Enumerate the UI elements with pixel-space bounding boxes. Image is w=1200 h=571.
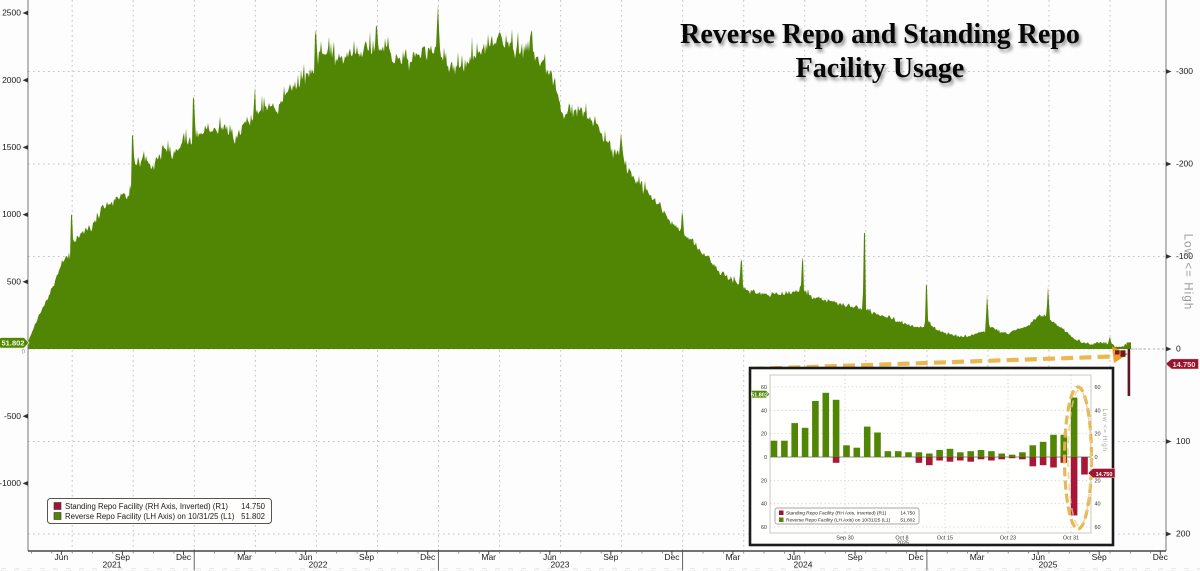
- svg-text:-300: -300: [1176, 66, 1193, 76]
- svg-text:Standing Repo Facility (RH Axi: Standing Repo Facility (RH Axis, Inverte…: [786, 511, 887, 517]
- svg-text:500: 500: [7, 276, 21, 286]
- svg-text:Low <= High: Low <= High: [1182, 234, 1194, 311]
- svg-text:0: 0: [22, 350, 26, 356]
- svg-text:Jun: Jun: [299, 552, 313, 562]
- svg-text:Dec: Dec: [909, 552, 925, 562]
- svg-text:Jun: Jun: [1031, 552, 1045, 562]
- svg-text:2500: 2500: [2, 8, 21, 18]
- svg-text:14.750: 14.750: [241, 502, 266, 511]
- svg-text:2021: 2021: [103, 560, 122, 570]
- svg-text:40: 40: [1095, 502, 1101, 508]
- svg-text:Sep 30: Sep 30: [836, 536, 853, 542]
- svg-text:60: 60: [1095, 525, 1101, 531]
- svg-text:51.802: 51.802: [241, 512, 265, 521]
- svg-text:Mar: Mar: [237, 552, 252, 562]
- svg-text:14.750: 14.750: [1096, 472, 1113, 478]
- svg-text:Sep: Sep: [1092, 552, 1107, 562]
- svg-text:Jun: Jun: [787, 552, 801, 562]
- svg-text:14.750: 14.750: [1173, 360, 1196, 369]
- svg-text:Facility Usage: Facility Usage: [796, 53, 965, 84]
- svg-text:200: 200: [1176, 529, 1190, 539]
- svg-text:-500: -500: [4, 411, 21, 421]
- svg-text:20: 20: [761, 478, 767, 484]
- svg-text:1000: 1000: [2, 209, 21, 219]
- svg-text:40: 40: [761, 408, 767, 414]
- svg-text:60: 60: [1095, 385, 1101, 391]
- svg-text:2022: 2022: [309, 560, 328, 570]
- svg-text:Mar: Mar: [481, 552, 496, 562]
- svg-text:40: 40: [761, 502, 767, 508]
- svg-text:2025: 2025: [1039, 560, 1058, 570]
- svg-text:Mar: Mar: [970, 552, 985, 562]
- svg-text:0: 0: [1176, 344, 1181, 354]
- svg-text:Sep: Sep: [847, 552, 862, 562]
- svg-text:0: 0: [1095, 455, 1098, 461]
- svg-text:40: 40: [1095, 408, 1101, 414]
- svg-text:-100: -100: [1176, 251, 1193, 261]
- svg-text:0: 0: [764, 455, 767, 461]
- svg-text:Oct 31: Oct 31: [1063, 536, 1079, 542]
- svg-text:51.802: 51.802: [751, 393, 768, 399]
- svg-text:Mar: Mar: [726, 552, 741, 562]
- svg-text:Reverse Repo Facility (LH Axis: Reverse Repo Facility (LH Axis) on 10/31…: [786, 518, 891, 524]
- svg-text:51.802: 51.802: [900, 518, 915, 524]
- svg-text:Reverse Repo and Standing Repo: Reverse Repo and Standing Repo: [680, 19, 1080, 50]
- svg-text:Oct 23: Oct 23: [1000, 536, 1016, 542]
- svg-text:20: 20: [1095, 432, 1101, 438]
- svg-text:Oct 8: Oct 8: [895, 536, 908, 542]
- svg-text:Jun: Jun: [55, 552, 69, 562]
- svg-text:Standing Repo Facility (RH Axi: Standing Repo Facility (RH Axis, Inverte…: [65, 502, 228, 511]
- svg-text:Sep: Sep: [359, 552, 374, 562]
- svg-text:Jun: Jun: [543, 552, 557, 562]
- svg-text:2023: 2023: [551, 560, 570, 570]
- svg-text:Dec: Dec: [176, 552, 192, 562]
- svg-text:Sep: Sep: [115, 552, 130, 562]
- svg-text:1500: 1500: [2, 142, 21, 152]
- svg-text:2000: 2000: [2, 75, 21, 85]
- svg-text:2024: 2024: [794, 560, 813, 570]
- svg-text:-200: -200: [1176, 159, 1193, 169]
- svg-text:100: 100: [1176, 436, 1190, 446]
- svg-text:20: 20: [761, 432, 767, 438]
- svg-text:60: 60: [761, 525, 767, 531]
- svg-text:14.750: 14.750: [900, 511, 915, 517]
- svg-text:60: 60: [761, 385, 767, 391]
- svg-text:Sep: Sep: [603, 552, 618, 562]
- svg-text:Reverse Repo Facility (LH Axis: Reverse Repo Facility (LH Axis) on 10/31…: [65, 512, 235, 521]
- svg-text:Low <= High: Low <= High: [1101, 408, 1108, 451]
- svg-text:Oct 15: Oct 15: [937, 536, 953, 542]
- svg-text:-1000: -1000: [0, 478, 21, 488]
- svg-text:Dec: Dec: [1153, 552, 1169, 562]
- svg-text:Dec: Dec: [420, 552, 436, 562]
- svg-text:20: 20: [1095, 478, 1101, 484]
- svg-text:2025: 2025: [897, 540, 909, 546]
- svg-text:51.802: 51.802: [2, 339, 25, 348]
- svg-text:Dec: Dec: [664, 552, 680, 562]
